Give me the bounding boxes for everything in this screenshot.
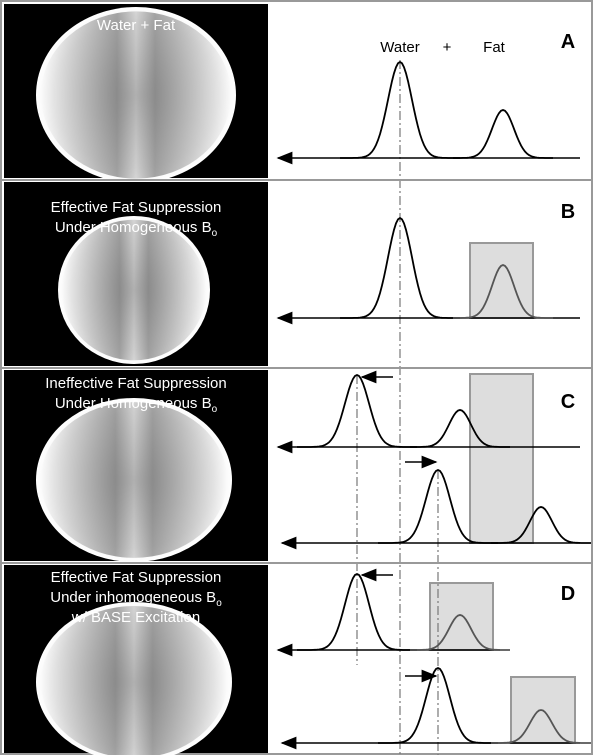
caption-subscript: o [212,404,218,415]
caption: w/ BASE Excitation [71,609,200,626]
image-column: Water + Fat Effective Fat Suppression Unde… [4,4,268,755]
caption: Ineffective Fat Suppression [45,375,227,392]
caption-text: Effective Fat Suppression [51,199,222,216]
plus-label: + [443,39,452,56]
caption-subscript: o [216,598,222,609]
mri-shading [41,11,231,178]
mri-shading [41,606,227,755]
panel-label: C [561,391,575,413]
mri-shading [41,402,227,558]
caption-text: Effective Fat Suppression [51,569,222,586]
caption: Effective Fat Suppression [51,199,222,216]
caption-text: Under inhomogeneous B [50,589,216,606]
caption-text: Ineffective Fat Suppression [45,375,227,392]
suppression-band [470,243,533,318]
caption: Water + Fat [97,17,176,34]
figure: Water + Fat Effective Fat Suppression Unde… [0,0,593,755]
fat-label: Fat [483,39,506,56]
caption: Effective Fat Suppression [51,569,222,586]
caption-text: w/ BASE Excitation [71,609,200,626]
caption-text: Under Homogeneous B [55,219,212,236]
panel-label: D [561,583,575,605]
caption-text: Under Homogeneous B [55,395,212,412]
suppression-band [430,583,493,650]
panel-label: A [561,31,575,53]
water-label: Water [380,39,419,56]
suppression-band [470,374,533,543]
caption-subscript: o [212,228,218,239]
mri-shading [62,220,206,361]
caption-text: Water + Fat [97,17,176,34]
panel-label: B [561,201,575,223]
